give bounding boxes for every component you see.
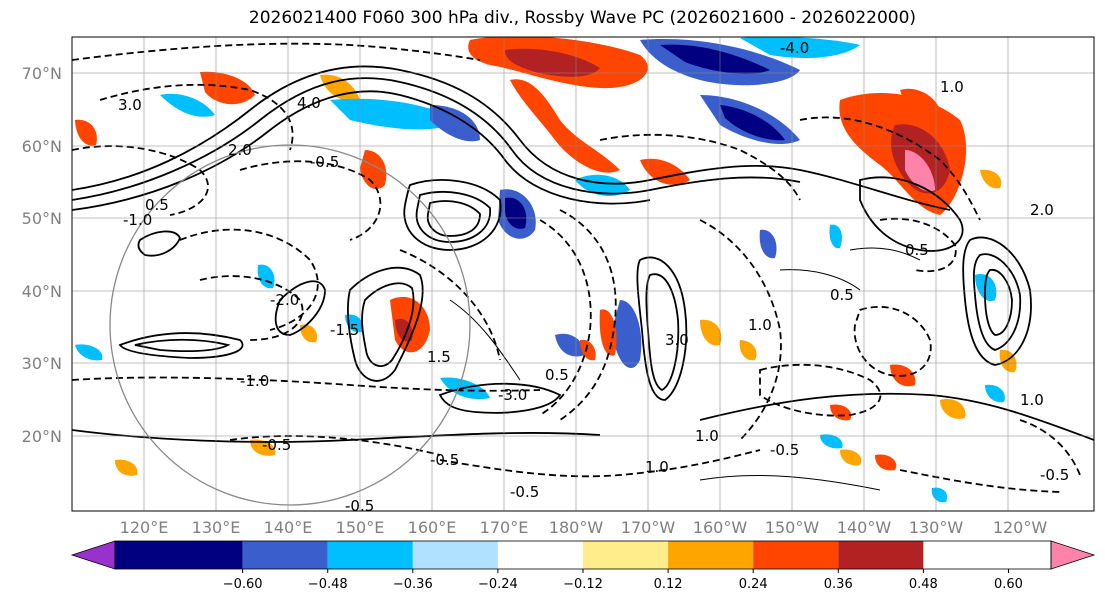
contour-label: 1.0 [748,316,772,334]
lon-label: 150°E [336,518,385,537]
latitude-labels: 70°N 60°N 50°N 40°N 30°N 20°N [22,64,62,446]
contour-label: -0.5 [310,153,339,171]
lon-label: 130°W [909,518,964,537]
colorbar-segment [327,541,413,569]
lon-label: 140°W [837,518,892,537]
colorbar-extend-max [1050,540,1096,570]
colorbar-label: −0.24 [478,577,518,592]
lat-label: 60°N [22,137,62,156]
contour-label: 1.0 [645,458,669,476]
divergence-shading [75,37,1017,503]
contour-labels: -4.0 4.0 3.0 2.0 1.0 -1.0 0.5 -0.5 1.5 -… [118,39,1069,515]
lat-label: 40°N [22,282,62,301]
colorbar-label: 0.48 [909,577,938,592]
contour-label: -1.5 [330,321,359,339]
contour-label: 3.0 [118,96,142,114]
lon-label: 160°E [408,518,457,537]
lon-label: 120°W [993,518,1048,537]
map-frame [71,36,1095,512]
lon-label: 170°W [621,518,676,537]
negative-contours [72,42,1081,493]
contour-label: 1.5 [427,348,451,366]
contour-label: 1.0 [940,78,964,96]
colorbar-label: 0.60 [994,577,1023,592]
colorbar-label: 0.12 [654,577,683,592]
lat-label: 70°N [22,64,62,83]
colorbar-label: −0.12 [563,577,603,592]
contour-label: -3.0 [498,386,527,404]
colorbar-segment [838,541,924,569]
contour-label: -0.5 [345,497,374,515]
colorbar-segment [242,541,328,569]
colorbar-label: −0.48 [308,577,348,592]
lon-label: 150°W [765,518,820,537]
lat-label: 30°N [22,354,62,373]
contour-label: 0.5 [545,366,569,384]
map-title: 2026021400 F060 300 hPa div., Rossby Wav… [248,8,917,28]
contour-label: -0.5 [262,436,291,454]
contour-label: 4.0 [297,94,321,112]
colorbar-label: 0.24 [739,577,768,592]
colorbar-segment [115,541,243,569]
contour-label: -1.0 [123,211,152,229]
gridlines [72,37,1094,511]
colorbar-segment [753,541,839,569]
contour-label: -2.0 [270,291,299,309]
contour-label: 0.5 [145,196,169,214]
contour-label: -1.0 [240,372,269,390]
lat-label: 50°N [22,209,62,228]
contour-label: -0.5 [770,441,799,459]
colorbar-segment [668,541,754,569]
contour-label: -0.5 [1040,466,1069,484]
lon-label: 140°E [264,518,313,537]
contour-label: 1.0 [695,427,719,445]
contour-label: -4.0 [780,39,809,57]
contour-label: 0.5 [830,286,854,304]
colorbar-segment [583,541,669,569]
contour-label: 2.0 [1030,201,1054,219]
colorbar-extend-min [70,540,116,570]
colorbar-label: −0.36 [393,577,433,592]
contour-label: 1.0 [1020,391,1044,409]
lon-label: 120°E [120,518,169,537]
contour-label: 3.0 [665,331,689,349]
lon-label: 130°E [192,518,241,537]
contour-label: -0.5 [430,451,459,469]
colorbar-segment [412,541,498,569]
colorbar: −0.60 −0.48 −0.36 −0.24 −0.12 0.12 0.24 0.36 0.4… [70,540,1096,592]
lon-label: 160°W [693,518,748,537]
lon-label: 180°W [549,518,604,537]
contour-label: -0.5 [510,483,539,501]
lat-label: 20°N [22,427,62,446]
contour-label: 2.0 [228,141,252,159]
region-circle [109,144,471,506]
contour-label: 0.5 [905,241,929,259]
colorbar-label: 0.36 [824,577,853,592]
colorbar-segment [497,541,583,569]
colorbar-label: −0.60 [223,577,263,592]
thin-contours [449,247,921,491]
lon-label: 170°E [480,518,529,537]
longitude-labels: 120°E 130°E 140°E 150°E 160°E 170°E 180°… [120,518,1048,537]
